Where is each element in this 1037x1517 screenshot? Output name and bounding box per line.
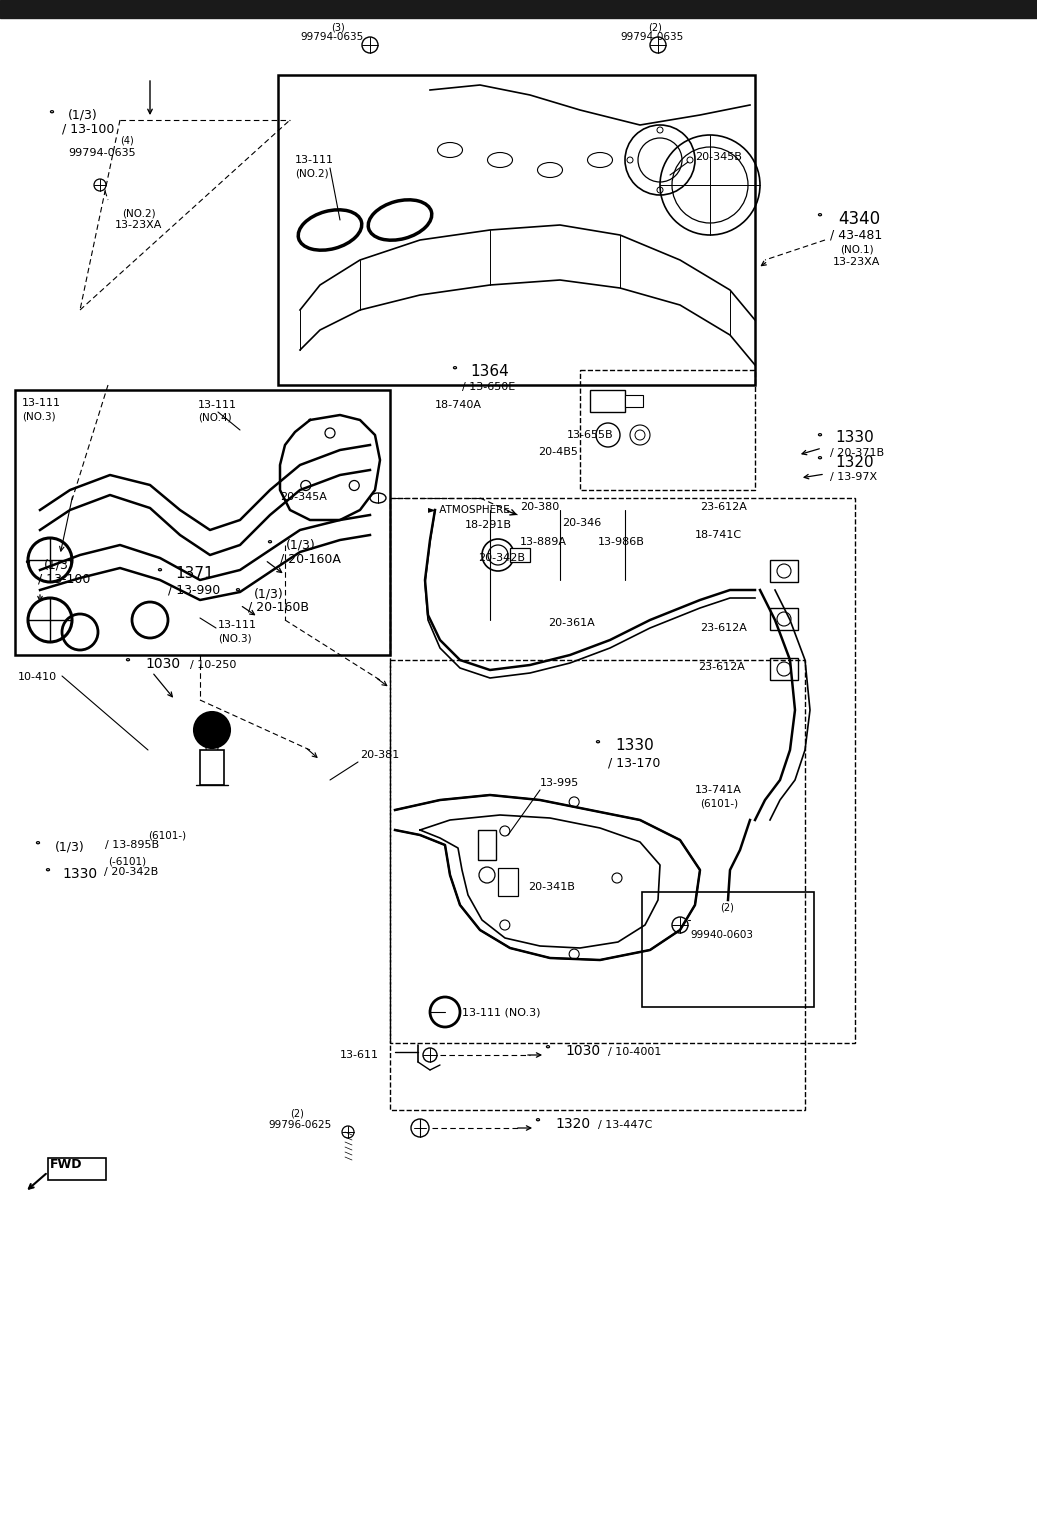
Text: 99794-0635: 99794-0635 <box>68 149 136 158</box>
Text: 99794-0635: 99794-0635 <box>620 32 683 42</box>
Text: 13-741A: 13-741A <box>695 784 741 795</box>
Text: (6101-): (6101-) <box>148 830 186 840</box>
Text: 18-740A: 18-740A <box>435 400 482 410</box>
Bar <box>15 390 390 655</box>
Text: 13-611: 13-611 <box>340 1050 379 1060</box>
Text: 23-612A: 23-612A <box>698 661 745 672</box>
Text: 13-995: 13-995 <box>540 778 580 787</box>
Text: / 20-160B: / 20-160B <box>248 601 309 613</box>
Bar <box>590 390 625 413</box>
Text: 13-655B: 13-655B <box>567 429 614 440</box>
Text: (1/3): (1/3) <box>44 558 74 570</box>
Text: 1030: 1030 <box>565 1044 600 1057</box>
Text: FWD: FWD <box>50 1157 83 1171</box>
Bar <box>580 370 755 490</box>
Text: 4340: 4340 <box>838 209 880 228</box>
Text: 20-345B: 20-345B <box>695 152 741 162</box>
Text: / 43-481: / 43-481 <box>830 228 882 241</box>
Text: 10-410: 10-410 <box>18 672 57 683</box>
Text: 20-342B: 20-342B <box>478 554 525 563</box>
Text: 18-291B: 18-291B <box>465 520 512 529</box>
Text: (NO.4): (NO.4) <box>198 413 231 422</box>
Text: / 10-250: / 10-250 <box>190 660 236 671</box>
Text: (1/3): (1/3) <box>68 108 97 121</box>
Text: 23-612A: 23-612A <box>700 502 747 513</box>
Bar <box>200 749 224 784</box>
Text: 1364: 1364 <box>470 364 509 379</box>
Text: (NO.1): (NO.1) <box>840 244 873 253</box>
Bar <box>498 868 518 897</box>
Bar <box>510 548 530 561</box>
Bar <box>770 560 798 583</box>
Text: 13-23XA: 13-23XA <box>833 256 880 267</box>
Text: / 13-97X: / 13-97X <box>830 472 877 482</box>
Text: 1330: 1330 <box>615 737 653 752</box>
Text: (NO.3): (NO.3) <box>218 633 252 643</box>
Text: (1/3): (1/3) <box>286 539 315 551</box>
Text: 20-4B5: 20-4B5 <box>538 448 578 457</box>
Text: 20-345A: 20-345A <box>280 492 327 502</box>
Text: 20-361A: 20-361A <box>548 617 595 628</box>
Text: (1/3): (1/3) <box>55 840 85 853</box>
Text: 13-111: 13-111 <box>22 397 61 408</box>
Text: / 13-447C: / 13-447C <box>598 1120 652 1130</box>
Text: 99794-0635: 99794-0635 <box>300 32 363 42</box>
Text: 20-380: 20-380 <box>520 502 559 513</box>
Bar <box>770 658 798 680</box>
Bar <box>0 0 1037 18</box>
Text: 1330: 1330 <box>62 868 97 881</box>
Text: 20-381: 20-381 <box>360 749 399 760</box>
Text: / 13-650E: / 13-650E <box>463 382 515 391</box>
Text: / 13-100: / 13-100 <box>38 572 90 586</box>
Text: 99796-0625: 99796-0625 <box>268 1120 331 1130</box>
Text: (1/3): (1/3) <box>254 587 284 601</box>
Text: (4): (4) <box>120 135 134 146</box>
Text: 20-341B: 20-341B <box>528 881 574 892</box>
Text: / 13-895B: / 13-895B <box>105 840 159 850</box>
Text: 13-986B: 13-986B <box>598 537 645 548</box>
Text: ► ATMOSPHERE: ► ATMOSPHERE <box>428 505 510 514</box>
Text: (-6101): (-6101) <box>108 856 146 866</box>
Bar <box>770 608 798 630</box>
Text: 1330: 1330 <box>835 429 874 444</box>
Bar <box>478 830 496 860</box>
Text: 13-111: 13-111 <box>295 155 334 165</box>
Text: (NO.2): (NO.2) <box>295 168 329 177</box>
Text: 1320: 1320 <box>835 455 873 470</box>
Text: 13-111 (NO.3): 13-111 (NO.3) <box>463 1007 540 1016</box>
Text: 13-111: 13-111 <box>218 620 257 630</box>
Text: 1320: 1320 <box>555 1117 590 1132</box>
Bar <box>390 498 854 1044</box>
Text: / 20-342B: / 20-342B <box>104 868 159 877</box>
Text: 20-346: 20-346 <box>562 517 601 528</box>
Text: / 13-990: / 13-990 <box>168 583 220 596</box>
Text: 13-889A: 13-889A <box>520 537 567 548</box>
Text: 18-741C: 18-741C <box>695 529 742 540</box>
Text: 13-23XA: 13-23XA <box>115 220 163 231</box>
Bar <box>48 1157 106 1180</box>
Text: / 13-100: / 13-100 <box>62 121 114 135</box>
Text: 1371: 1371 <box>175 566 214 581</box>
Text: 1030: 1030 <box>145 657 180 671</box>
Bar <box>642 892 814 1007</box>
Text: (NO.2): (NO.2) <box>122 208 156 218</box>
Text: (6101-): (6101-) <box>700 798 738 809</box>
Text: (NO.3): (NO.3) <box>22 411 56 422</box>
Text: / 13-170: / 13-170 <box>608 755 661 769</box>
Text: 99940-0603: 99940-0603 <box>690 930 753 941</box>
Bar <box>625 394 643 407</box>
Text: (3): (3) <box>331 23 345 32</box>
Text: / 20-160A: / 20-160A <box>280 552 341 564</box>
Bar <box>278 74 755 385</box>
Bar <box>390 660 805 1110</box>
Text: 23-612A: 23-612A <box>700 623 747 633</box>
Text: (2): (2) <box>290 1107 304 1118</box>
Text: (2): (2) <box>648 23 662 32</box>
Text: / 20-371B: / 20-371B <box>830 448 885 458</box>
Circle shape <box>194 711 230 748</box>
Text: 13-111: 13-111 <box>198 400 237 410</box>
Text: / 10-4001: / 10-4001 <box>608 1047 662 1057</box>
Text: (2): (2) <box>720 903 734 912</box>
